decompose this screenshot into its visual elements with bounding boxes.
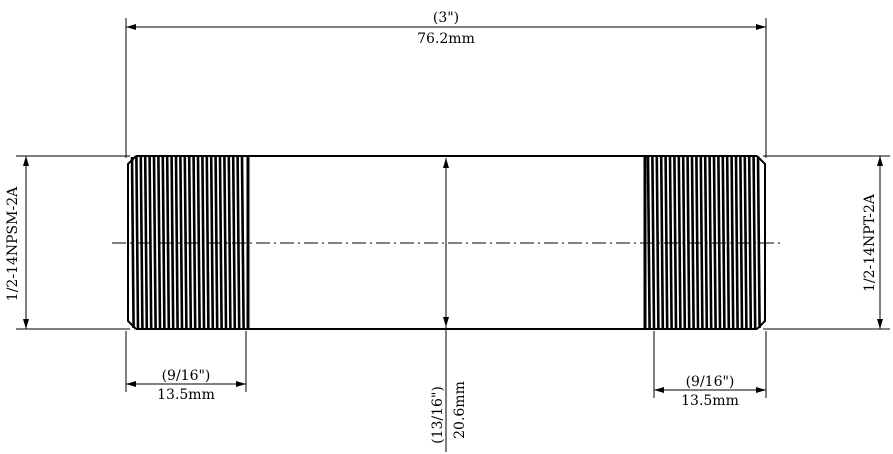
right-thread-crest-19 [730,156,735,329]
left-thread-crest-15 [196,156,201,329]
right-thread-crest-3 [659,156,665,329]
left-thread-crest-6 [157,156,162,329]
left-thread-spec: 1/2-14NPSM-2A [5,186,21,301]
left-thread-spec-dimension: 1/2-14NPSM-2A [5,155,130,330]
right-thread-crest-14 [708,156,713,329]
right-thread-length-dimension: (9/16") 13.5mm [653,331,767,409]
left-thread-crest-0 [130,156,135,329]
left-thread-length-dimension: (9/16") 13.5mm [125,331,247,403]
left-thread-crest-10 [174,156,179,329]
left-thread-length-inch: (9/16") [162,368,211,384]
diameter-inch: (13/16") [430,386,446,444]
right-thread-length-inch: (9/16") [686,374,735,390]
overall-length-dimension: (3") 76.2mm [125,10,767,158]
overall-length-inch: (3") [433,10,459,26]
left-thread-crest-17 [205,156,210,329]
right-thread-length-mm: 13.5mm [681,393,739,409]
diameter-dimension: (13/16") 20.6mm [430,158,468,452]
overall-length-mm: 76.2mm [417,31,475,47]
diameter-mm: 20.6mm [452,381,468,439]
left-thread-crest-22 [227,156,232,329]
left-thread-crest-11 [179,156,184,329]
right-thread-crest-7 [677,156,682,329]
right-thread-crest-25 [756,156,761,329]
left-thread-crest-21 [223,156,228,329]
left-thread-crest-4 [148,156,153,329]
right-thread-crest-18 [725,156,731,329]
right-thread-crest-2 [655,156,660,329]
right-thread-spec-dimension: 1/2-14NPT-2A [763,155,890,330]
left-thread-length-mm: 13.5mm [157,387,215,403]
left-thread-chamfer [127,155,137,330]
right-thread-spec: 1/2-14NPT-2A [862,193,878,292]
